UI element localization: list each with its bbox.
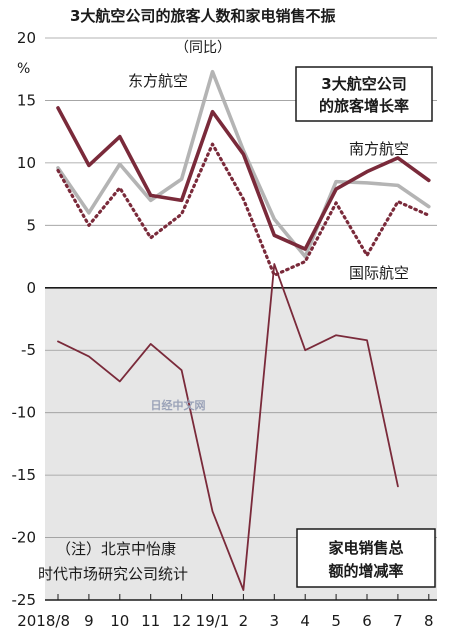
x-tick-label-6: 2 [239,612,249,630]
watermark: 日经中文网 [151,398,206,412]
y-unit-label: % [17,61,30,77]
appliance-sales-box-line1: 家电销售总 [328,539,403,557]
y-tick-label-7: -15 [12,466,37,484]
x-tick-label-8: 4 [300,612,310,630]
x-tick-label-0: 2018/8 [17,612,70,630]
x-tick-labels: 2018/8 9 10 11 12 19/1 2 3 4 5 6 7 8 [17,612,433,630]
chart-title: 3大航空公司的旅客人数和家电销售不振 [70,7,335,25]
x-tick-label-4: 12 [172,612,191,630]
series-line-0 [56,69,431,259]
y-tick-label-0: 20 [17,29,36,47]
x-tick-label-2: 10 [110,612,129,630]
x-tick-label-10: 6 [362,612,372,630]
y-tick-label-3: 5 [26,216,36,234]
x-tick-label-7: 3 [270,612,280,630]
appliance-sales-box [296,528,436,588]
y-tick-label-4: 0 [26,279,36,297]
x-tick-label-3: 11 [141,612,160,630]
series-label-eastern: 东方航空 [128,72,188,90]
source-note-line1: （注）北京中怡康 [56,540,176,558]
x-tick-label-1: 9 [84,612,94,630]
x-tick-label-12: 8 [424,612,434,630]
series-label-southern: 南方航空 [349,140,409,158]
source-note-line2: 时代市场研究公司统计 [38,565,188,583]
x-tick-label-11: 7 [393,612,403,630]
y-tick-label-9: -25 [12,591,37,609]
series-line-3 [57,263,399,591]
appliance-sales-box-line2: 额的增减率 [328,562,403,580]
passenger-growth-box [295,66,433,122]
y-tick-label-2: 10 [17,154,36,172]
series-line-1 [56,106,431,251]
x-tick-label-5: 19/1 [196,612,230,630]
series-lines [56,69,431,591]
y-tick-labels: 20 15 10 5 0 -5 -10 -15 -20 -25 [12,29,37,609]
x-tick-label-9: 5 [331,612,341,630]
series-line-2 [56,142,431,277]
y-tick-label-6: -10 [12,404,37,422]
gridlines [45,37,437,601]
y-tick-label-8: -20 [12,529,37,547]
series-label-airchina: 国际航空 [349,264,409,282]
y-tick-label-5: -5 [21,341,36,359]
passenger-growth-box-line2: 的旅客增长率 [319,97,409,115]
y-tick-label-1: 15 [17,91,36,109]
passenger-growth-box-line1: 3大航空公司 [321,75,406,93]
chart-subtitle: （同比） [175,40,231,56]
